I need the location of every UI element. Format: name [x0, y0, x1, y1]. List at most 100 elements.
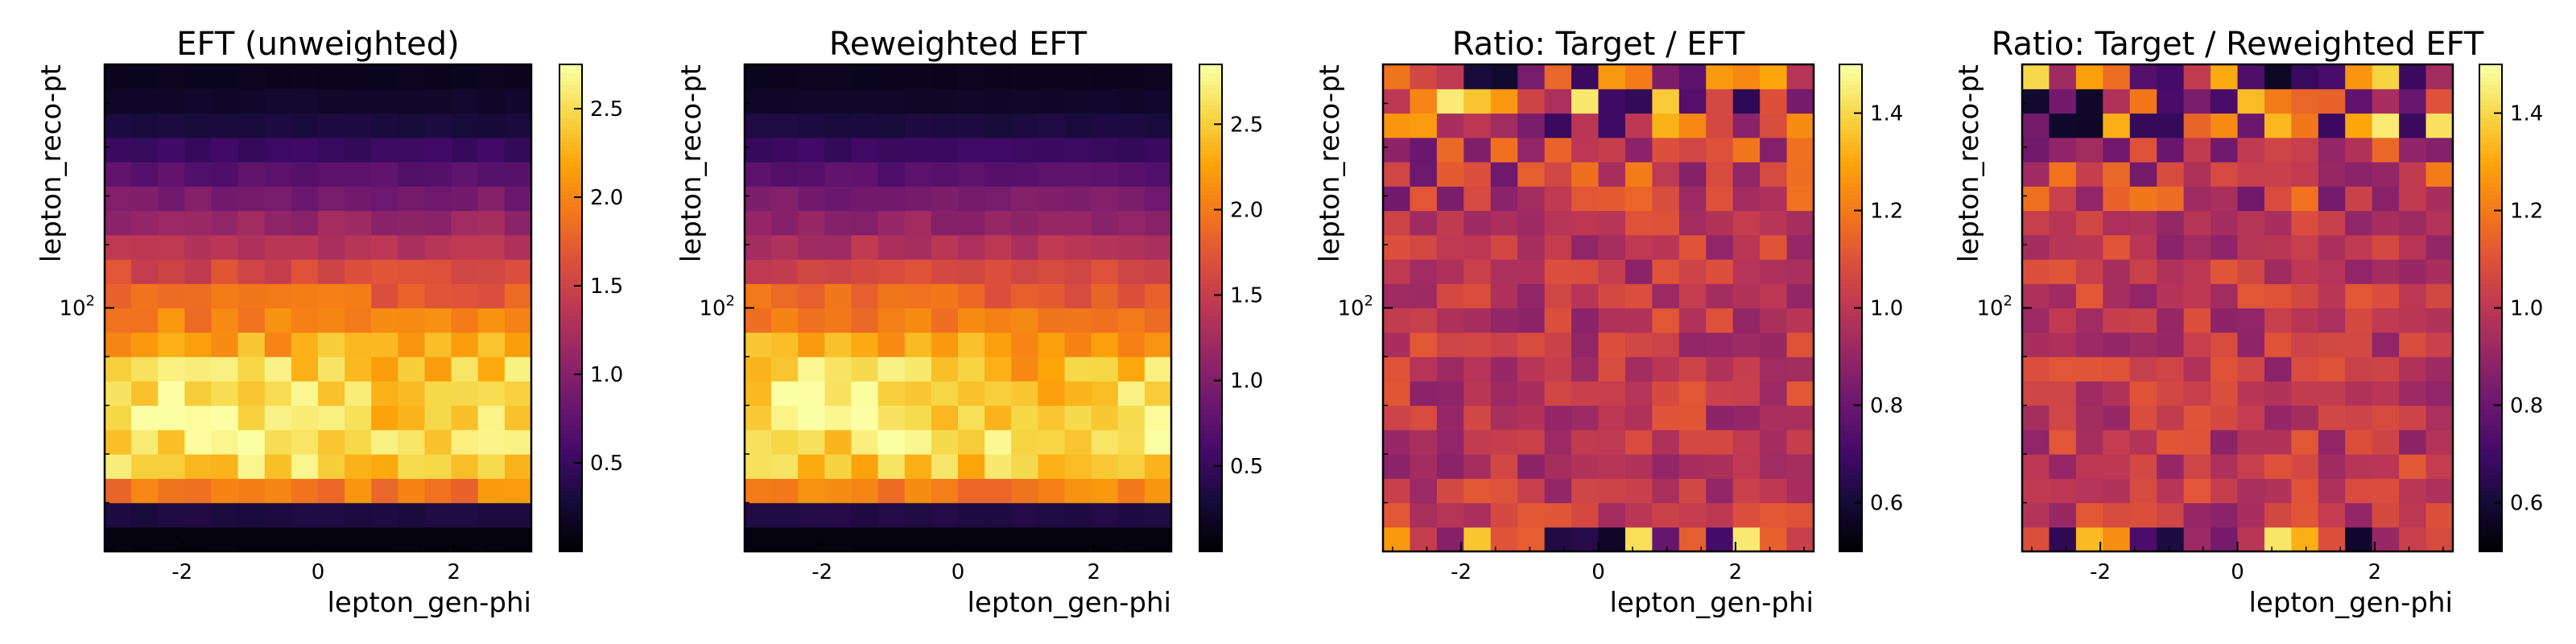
heatmap-cell — [1706, 234, 1734, 260]
heatmap-cell — [477, 89, 506, 114]
heatmap-cell — [211, 186, 239, 212]
heatmap-cell — [424, 454, 452, 479]
colorbar-segment — [1839, 530, 1862, 536]
heatmap-cell — [345, 454, 372, 479]
heatmap-cell — [877, 186, 906, 212]
colorbar-segment — [1199, 259, 1222, 264]
heatmap-cell — [1436, 332, 1464, 357]
heatmap-cell — [1598, 454, 1626, 479]
heatmap-cell — [1544, 478, 1572, 504]
heatmap-cell — [877, 210, 906, 236]
heatmap-cell — [2291, 502, 2319, 528]
heatmap-cell — [237, 502, 266, 528]
heatmap-cell — [1598, 429, 1626, 455]
heatmap-cell — [1064, 137, 1092, 163]
colorbar-segment — [1839, 210, 1862, 216]
colorbar-segment — [559, 263, 582, 268]
heatmap-cell — [345, 162, 372, 187]
heatmap-cell — [1463, 89, 1492, 114]
colorbar-segment — [1839, 246, 1862, 252]
heatmap-cell — [318, 64, 345, 89]
heatmap-cell — [504, 210, 532, 236]
colorbar-segment — [1199, 80, 1222, 86]
heatmap-cell — [1624, 210, 1653, 236]
heatmap-cell — [824, 283, 852, 309]
heatmap-cell — [1064, 162, 1092, 187]
colorbar-segment — [2479, 109, 2502, 114]
heatmap-cell — [2103, 210, 2131, 236]
heatmap-cell — [2129, 308, 2157, 333]
heatmap-cell — [2211, 186, 2239, 212]
heatmap-cell — [798, 259, 825, 284]
heatmap-cell — [2183, 454, 2211, 479]
heatmap-cell — [2049, 234, 2077, 260]
heatmap-cell — [1490, 162, 1518, 187]
heatmap-cell — [2129, 64, 2157, 89]
heatmap-cell — [105, 308, 132, 333]
heatmap-cell — [1517, 502, 1546, 528]
heatmap-cell — [1011, 137, 1038, 163]
heatmap-cell — [2157, 259, 2185, 284]
heatmap-cell — [1571, 64, 1600, 89]
colorbar-segment — [1199, 230, 1222, 236]
colorbar-segment — [1199, 238, 1222, 244]
heatmap-cell — [2075, 478, 2103, 504]
colorbar-segment — [559, 113, 582, 118]
heatmap-cell — [2291, 162, 2319, 187]
heatmap-cell — [1436, 357, 1464, 382]
heatmap-cell — [1706, 64, 1734, 89]
colorbar-segment — [559, 194, 582, 200]
heatmap-cell — [931, 137, 959, 163]
heatmap-cell — [158, 210, 185, 236]
colorbar-segment — [1839, 222, 1862, 228]
colorbar-segment — [2479, 421, 2502, 427]
colorbar-segment — [1199, 186, 1222, 192]
colorbar-segment — [1199, 153, 1222, 159]
heatmap-cell — [1091, 89, 1119, 114]
heatmap-cell — [1091, 478, 1119, 504]
heatmap-cell — [1544, 137, 1572, 163]
heatmap-cell — [1544, 308, 1572, 333]
colorbar-segment — [559, 68, 582, 73]
heatmap-cell — [131, 162, 159, 187]
heatmap-cell — [1786, 332, 1814, 357]
heatmap-cell — [958, 89, 985, 114]
heatmap-cell — [398, 478, 426, 504]
heatmap-cell — [2157, 137, 2185, 163]
heatmap-cell — [2183, 162, 2211, 187]
heatmap-cell — [2103, 137, 2131, 163]
heatmap-cell — [1624, 89, 1653, 114]
heatmap-cell — [105, 64, 132, 89]
heatmap-cell — [2183, 405, 2211, 431]
heatmap-cell — [2211, 259, 2239, 284]
heatmap-cell — [291, 429, 319, 455]
heatmap-cell — [184, 89, 213, 114]
colorbar-segment — [559, 421, 582, 427]
heatmap-cell — [1038, 234, 1066, 260]
heatmap-cell — [851, 454, 879, 479]
heatmap-cell — [2022, 186, 2050, 212]
heatmap-cell — [798, 137, 825, 163]
heatmap-cell — [1091, 137, 1119, 163]
colorbar-segment — [1839, 466, 1862, 471]
heatmap-cell — [291, 137, 319, 163]
colorbar-segment — [1839, 421, 1862, 427]
colorbar-segment — [2479, 433, 2502, 439]
colorbar-segment — [1199, 518, 1222, 524]
heatmap-cell — [904, 502, 932, 528]
heatmap-cell — [1490, 259, 1518, 284]
heatmap-cell — [931, 283, 959, 309]
heatmap-cell — [1517, 478, 1546, 504]
heatmap-cell — [105, 405, 132, 431]
colorbar-segment — [2479, 486, 2502, 492]
heatmap-cell — [745, 526, 772, 552]
heatmap-cell — [931, 162, 959, 187]
colorbar-segment — [2479, 474, 2502, 480]
heatmap-cell — [1624, 308, 1653, 333]
colorbar-segment — [1199, 397, 1222, 402]
heatmap-cell — [745, 381, 772, 407]
colorbar-segment — [1839, 409, 1862, 415]
heatmap-cell — [1436, 234, 1464, 260]
colorbar-segment — [1839, 433, 1862, 439]
colorbar-segment — [1839, 145, 1862, 151]
